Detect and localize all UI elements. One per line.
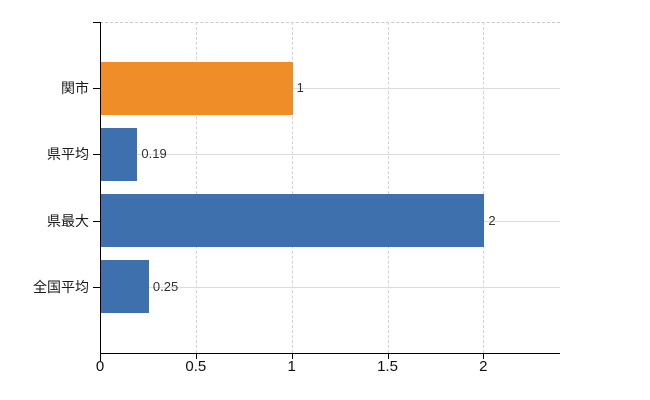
bar-value-label: 0.19 [141,146,167,162]
x-axis-tick-label: 2 [479,358,488,375]
bar-value-label: 1 [296,80,304,96]
horizontal-gridline [100,286,560,288]
bar-3 [101,194,485,248]
y-axis-top-tick [93,22,100,23]
y-axis-tick [93,154,100,156]
vertical-gridline [387,22,389,353]
category-label: 県平均 [47,146,89,163]
vertical-gridline [483,22,485,353]
category-label: 県最大 [47,212,89,229]
y-axis-spine [100,22,101,361]
x-axis-tick [387,354,389,359]
x-axis-tick-label: 1 [287,358,296,375]
bar-4 [101,260,149,314]
category-label: 全国平均 [33,278,89,295]
x-axis-tick [483,354,485,359]
x-axis-tick-label: 1.5 [377,358,398,375]
x-axis-line [100,353,560,354]
x-axis-tick-label: 0 [95,358,105,375]
vertical-gridline [291,22,293,353]
x-axis-tick [195,354,197,359]
horizontal-gridline [100,88,560,90]
x-axis-tick [291,354,293,359]
x-axis-tick-label: 0.5 [185,358,207,375]
bar-value-label: 2 [488,212,496,228]
bar-1 [101,61,293,115]
horizontal-gridline [100,154,560,156]
category-label: 関市 [61,80,89,97]
y-axis-tick [93,286,100,288]
y-axis-tick [93,88,100,90]
bar-value-label: 0.25 [152,278,179,294]
plot-top-border [100,22,560,23]
vertical-gridline [195,22,197,353]
bar-2 [101,127,138,181]
y-axis-tick [93,220,100,222]
